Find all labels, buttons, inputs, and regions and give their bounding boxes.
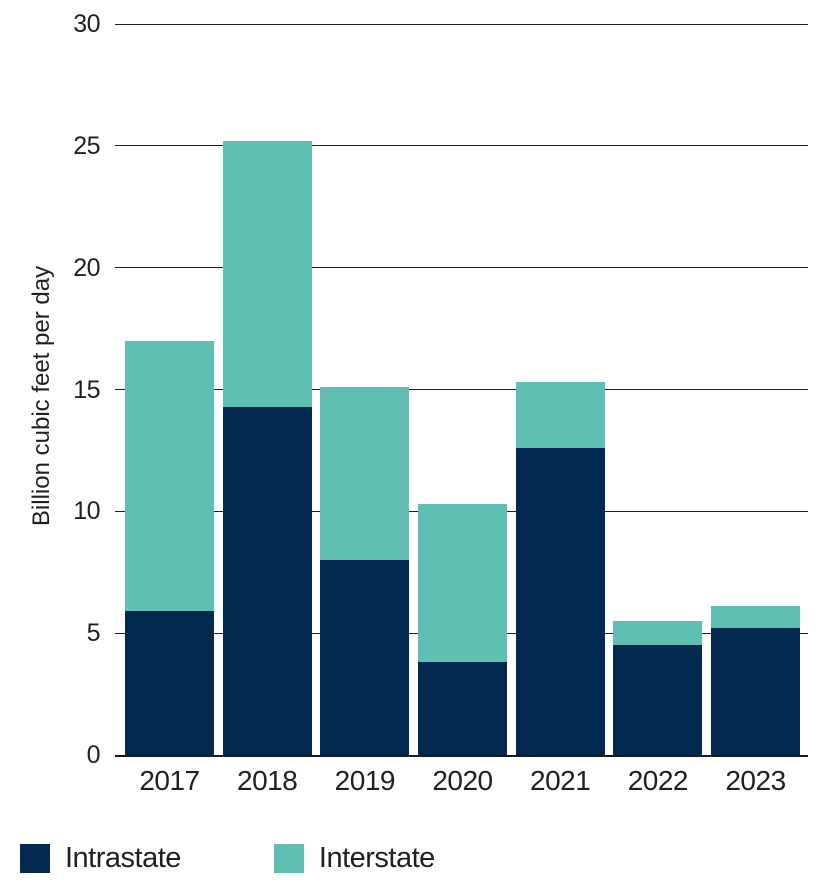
bar-2022-intrastate-segment: [613, 645, 703, 755]
y-tick-label-25: 25: [73, 131, 100, 160]
bar-2017: [125, 24, 214, 755]
x-tick-label-2021: 2021: [530, 765, 591, 796]
x-tick-label-2017: 2017: [139, 765, 200, 796]
bar-2023-intrastate-segment: [711, 628, 801, 755]
bar-2019: [320, 24, 410, 755]
legend: Intrastate Interstate: [20, 843, 435, 873]
bar-2017-interstate-segment: [125, 340, 214, 612]
bar-2020: [418, 24, 507, 755]
gridline-20: [115, 267, 808, 269]
bar-2020-interstate-segment: [418, 504, 507, 663]
x-tick-label-2023: 2023: [725, 765, 786, 796]
gridline-30: [115, 23, 808, 25]
intrastate-color-swatch: [20, 843, 50, 873]
bar-2020-intrastate-segment: [418, 662, 507, 755]
plot-area: [115, 23, 808, 757]
y-tick-label-15: 15: [73, 375, 100, 404]
interstate-color-swatch: [273, 843, 304, 873]
bar-2018-interstate-segment: [222, 140, 312, 407]
bar-2021-intrastate-segment: [515, 447, 605, 755]
legend-label-intrastate: Intrastate: [65, 842, 181, 874]
bar-2023: [711, 24, 801, 755]
bar-2019-intrastate-segment: [320, 560, 410, 755]
legend-item-intrastate: Intrastate: [20, 843, 181, 873]
y-tick-label-20: 20: [73, 253, 100, 282]
bar-2021-interstate-segment: [515, 382, 605, 448]
x-tick-label-2022: 2022: [627, 765, 689, 796]
bar-2021: [515, 24, 605, 755]
x-tick-label-2019: 2019: [334, 765, 396, 796]
y-tick-label-0: 0: [86, 741, 101, 769]
gridline-15: [115, 389, 808, 390]
bar-2022-interstate-segment: [613, 621, 703, 646]
legend-item-interstate: Interstate: [273, 842, 435, 874]
y-tick-label-10: 10: [73, 497, 100, 526]
x-tick-label-2020: 2020: [432, 765, 493, 796]
bar-2018: [222, 24, 312, 755]
gridline-25: [115, 145, 808, 147]
y-tick-label-5: 5: [86, 619, 101, 648]
x-tick-label-2018: 2018: [237, 765, 298, 796]
bar-2019-interstate-segment: [320, 387, 410, 561]
bar-2018-intrastate-segment: [222, 406, 312, 755]
bar-2017-intrastate-segment: [125, 611, 214, 755]
legend-label-interstate: Interstate: [318, 842, 435, 874]
bar-2022: [613, 24, 703, 755]
y-tick-label-30: 30: [73, 10, 100, 38]
bar-2023-interstate-segment: [711, 606, 801, 629]
